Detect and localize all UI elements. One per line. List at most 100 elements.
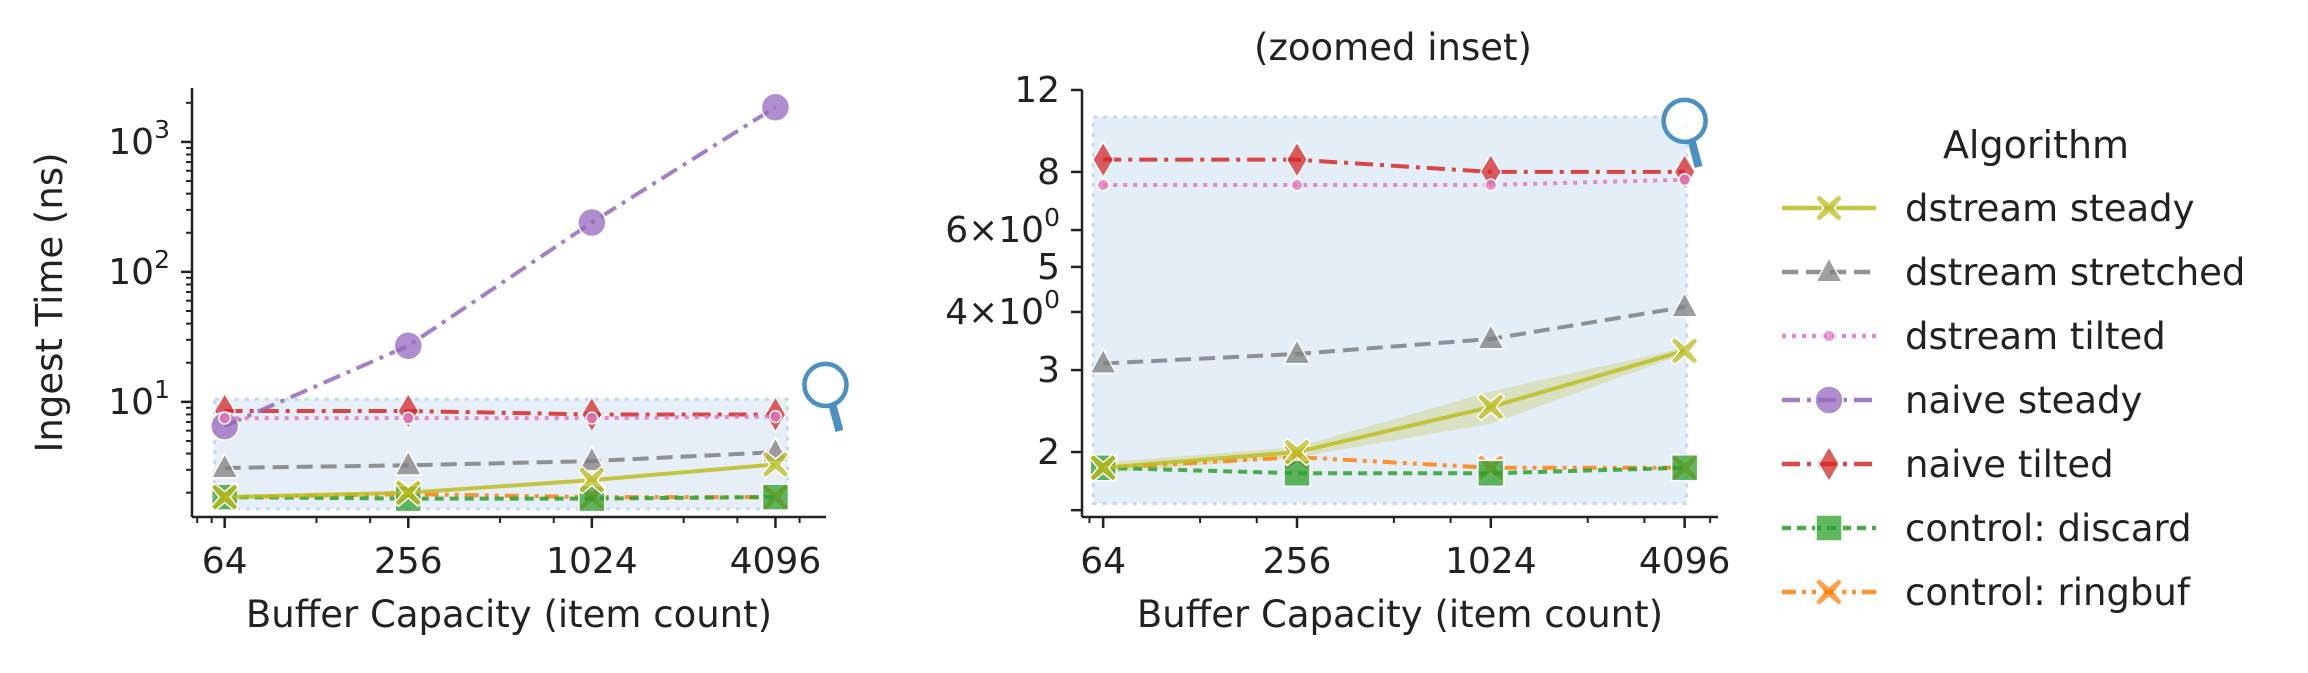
legend-swatch-marker <box>1817 444 1841 484</box>
legend-item: dstream stretched <box>1782 251 2245 294</box>
data-point <box>1285 140 1309 179</box>
series-line <box>1103 305 1685 366</box>
data-point <box>1088 453 1118 483</box>
legend: Algorithm dstream steady dstream stretched… <box>1782 123 2245 614</box>
legend-item: naive tilted <box>1782 443 2114 486</box>
legend-item: control: discard <box>1782 507 2192 550</box>
y-tick-label: 101 <box>108 375 170 423</box>
y-tick-exp: 0 <box>1044 285 1060 314</box>
series-line <box>224 450 776 470</box>
magnifier-icon <box>1661 97 1708 145</box>
y-tick-label: 4×100 <box>945 285 1060 333</box>
series-line <box>224 462 776 500</box>
data-point <box>585 411 599 425</box>
legend-swatch-marker <box>1814 193 1844 223</box>
y-tick-text: 2 <box>1037 432 1060 473</box>
data-point <box>1290 178 1304 192</box>
series-line <box>224 495 776 501</box>
data-point <box>1670 454 1699 482</box>
legend-label: dstream steady <box>1905 187 2195 230</box>
y-tick-label: 103 <box>108 115 170 163</box>
inset-region <box>1091 115 1689 506</box>
legend-item: control: ringbuf <box>1782 571 2191 614</box>
series-line <box>1103 348 1686 470</box>
magnifier-icon <box>802 361 849 409</box>
legend-swatch-marker <box>1814 577 1844 607</box>
legend-label: naive steady <box>1905 379 2142 422</box>
data-point <box>577 445 607 472</box>
series-band <box>1103 347 1685 474</box>
legend-label: control: discard <box>1905 507 2192 550</box>
legend-label: dstream tilted <box>1905 315 2166 358</box>
data-point <box>1670 291 1699 318</box>
data-point <box>1678 173 1692 187</box>
data-point <box>210 452 239 479</box>
x-tick-label: 256 <box>1263 541 1332 582</box>
y-tick-text: 5 <box>1037 247 1060 288</box>
x-tick-label: 1024 <box>546 541 638 582</box>
data-point <box>1484 178 1498 192</box>
inset-title: (zoomed inset) <box>1254 26 1532 69</box>
x-axis-title: Buffer Capacity (item count) <box>1137 593 1663 636</box>
y-tick-label: 5 <box>1037 247 1060 288</box>
y-tick-label: 12 <box>1014 70 1060 111</box>
data-point <box>1477 459 1505 488</box>
y-tick-text: 8 <box>1037 152 1060 193</box>
series-line <box>224 414 776 421</box>
series-line <box>1103 465 1685 476</box>
data-point <box>577 465 607 495</box>
data-point <box>1476 392 1506 422</box>
data-point <box>210 482 240 512</box>
y-tick-exp: 0 <box>1044 203 1060 232</box>
series-line <box>1103 455 1685 470</box>
x-tick-label: 64 <box>1080 541 1126 582</box>
legend-title: Algorithm <box>1943 123 2129 167</box>
data-point <box>1096 178 1110 192</box>
y-tick-label: 6×100 <box>945 203 1060 251</box>
y-tick-exp: 3 <box>154 115 170 144</box>
data-point <box>760 449 791 480</box>
y-tick-label: 102 <box>108 245 170 293</box>
series-line <box>1103 177 1685 187</box>
legend-item: dstream steady <box>1782 187 2195 230</box>
x-tick-label: 256 <box>374 541 443 582</box>
x-axis-title: Buffer Capacity (item count) <box>246 593 772 636</box>
y-tick-label: 8 <box>1037 152 1060 193</box>
y-tick-text: 3 <box>1037 350 1060 391</box>
data-point <box>1282 437 1312 467</box>
data-point <box>1088 347 1118 374</box>
legend-swatch-marker <box>1814 256 1844 283</box>
data-point <box>393 478 423 508</box>
y-tick-label: 2 <box>1037 432 1060 473</box>
y-tick-base: 10 <box>108 252 154 293</box>
data-point <box>768 410 783 424</box>
legend-label: naive tilted <box>1905 443 2114 486</box>
x-tick-label: 4096 <box>1639 541 1731 582</box>
series-line <box>1103 157 1685 174</box>
legend-swatch-marker <box>1815 514 1843 542</box>
x-tick-label: 4096 <box>730 541 822 582</box>
data-point <box>393 331 424 361</box>
y-tick-base: 10 <box>108 382 154 423</box>
legend-item: dstream tilted <box>1782 315 2166 358</box>
series-line <box>223 105 777 428</box>
legend-label: control: ringbuf <box>1905 571 2191 614</box>
data-point <box>1091 140 1115 179</box>
data-point <box>1282 338 1312 365</box>
zoom-region <box>213 397 789 511</box>
x-tick-label: 64 <box>202 541 248 582</box>
data-point <box>218 411 232 425</box>
magnifier-handle <box>1687 139 1703 168</box>
data-point <box>577 207 607 238</box>
data-point <box>394 449 423 476</box>
data-point <box>760 92 791 122</box>
y-tick-base: 10 <box>108 122 154 163</box>
magnifier-handle <box>828 403 844 432</box>
x-tick-label: 1024 <box>1445 541 1537 582</box>
y-tick-text: 12 <box>1014 70 1060 111</box>
legend-swatch-marker <box>1822 329 1836 343</box>
data-point <box>401 411 415 425</box>
